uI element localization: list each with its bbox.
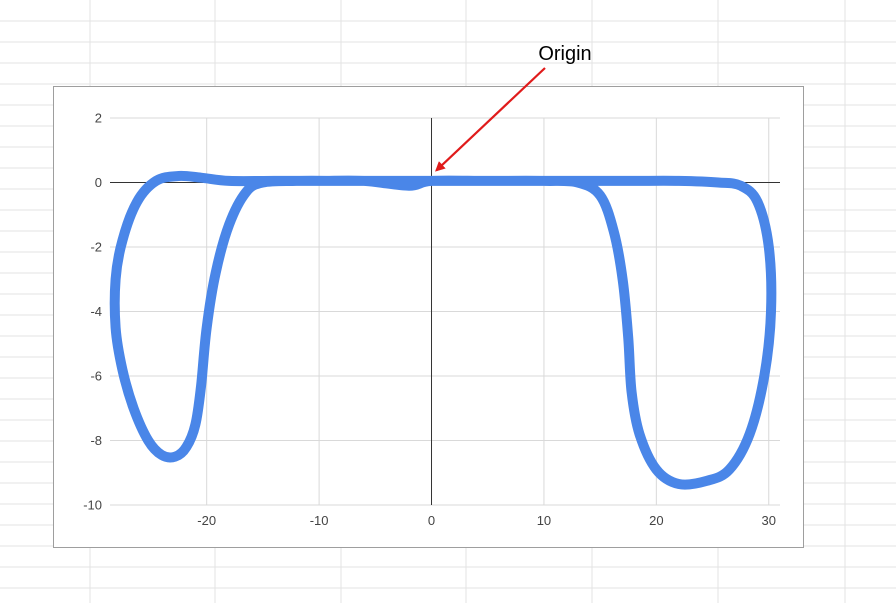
y-tick-label: 0: [95, 175, 102, 190]
chart-plot: -20 -10 0 10 20 30 20-2-4-6-8-10: [83, 111, 780, 528]
x-tick-label: 0: [428, 513, 435, 528]
y-tick-label: -8: [90, 433, 102, 448]
y-tick-label: -2: [90, 240, 102, 255]
x-tick-labels: -20 -10 0 10 20 30: [197, 513, 776, 528]
origin-annotation-label: Origin: [538, 43, 591, 65]
series-layer: [109, 170, 777, 490]
y-tick-label: -10: [83, 498, 102, 513]
y-tick-labels: 2 0 -2 -4 -6 -8 -10: [83, 111, 102, 513]
x-tick-label: -10: [310, 513, 329, 528]
y-tick-label: -4: [90, 304, 102, 319]
x-tick-label: 30: [762, 513, 776, 528]
x-tick-label: -20: [197, 513, 216, 528]
chart-container[interactable]: -20 -10 0 10 20 30 2 0 -2 -4 -6 -8 -10: [53, 86, 804, 548]
y-tick-label: 2: [95, 111, 102, 126]
origin-annotation-arrow: [435, 67, 546, 172]
x-tick-label: 20: [649, 513, 663, 528]
series-line: [109, 170, 777, 490]
x-tick-label: 10: [537, 513, 551, 528]
y-tick-label: -6: [90, 369, 102, 384]
